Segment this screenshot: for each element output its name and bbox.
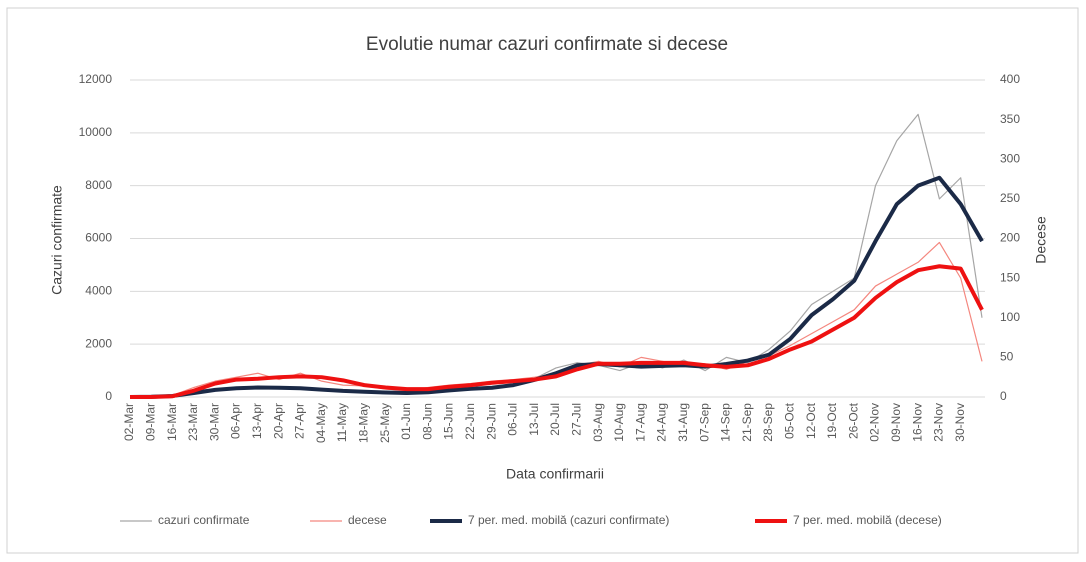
chart-title: Evolutie numar cazuri confirmate si dece… [366, 34, 728, 55]
x-tick-label: 06-Apr [229, 403, 243, 439]
x-tick-label: 09-Nov [889, 403, 903, 442]
x-tick-label: 01-Jun [399, 403, 413, 440]
x-tick-label: 02-Mar [122, 403, 136, 441]
y-tick-label: 10000 [79, 125, 113, 139]
y-axis-title: Cazuri confirmate [49, 185, 65, 295]
x-tick-label: 06-Jul [506, 403, 520, 436]
x-tick-label: 11-May [335, 403, 349, 442]
x-tick-label: 31-Aug [676, 403, 690, 442]
series-line [130, 264, 984, 399]
x-tick-label: 27-Apr [293, 403, 307, 439]
y-tick-label: 4000 [85, 284, 112, 298]
x-tick-label: 07-Sep [697, 403, 711, 442]
legend-label: 7 per. med. mobilă (decese) [793, 513, 942, 527]
y2-axis-title: Decese [1033, 216, 1049, 264]
x-tick-label: 20-Apr [271, 403, 285, 439]
legend-label: decese [348, 513, 387, 527]
x-tick-label: 13-Jul [527, 403, 541, 436]
y-tick-label: 0 [105, 389, 112, 403]
x-tick-label: 14-Sep [719, 403, 733, 442]
x-tick-label: 15-Jun [442, 403, 456, 440]
y2-tick-label: 200 [1000, 231, 1020, 245]
y2-tick-label: 50 [1000, 350, 1014, 364]
x-tick-label: 20-Jul [548, 403, 562, 436]
y2-tick-label: 350 [1000, 112, 1020, 126]
x-tick-label: 24-Aug [655, 403, 669, 442]
x-tick-label: 18-May [356, 403, 370, 443]
x-tick-label: 04-May [314, 403, 328, 443]
y2-tick-label: 0 [1000, 389, 1007, 403]
y-tick-label: 12000 [79, 72, 113, 86]
x-tick-label: 05-Oct [782, 402, 796, 439]
y-tick-label: 8000 [85, 178, 112, 192]
x-tick-label: 28-Sep [761, 403, 775, 442]
y2-tick-label: 300 [1000, 151, 1020, 165]
x-tick-label: 02-Nov [868, 403, 882, 442]
x-tick-label: 30-Nov [953, 403, 967, 442]
y2-tick-label: 250 [1000, 191, 1020, 205]
x-tick-label: 17-Aug [633, 403, 647, 442]
x-tick-label: 25-May [378, 403, 392, 443]
x-tick-label: 22-Jun [463, 403, 477, 440]
x-tick-label: 08-Jun [420, 403, 434, 440]
x-tick-label: 12-Oct [804, 402, 818, 439]
y-tick-label: 6000 [85, 231, 112, 245]
x-tick-label: 13-Apr [250, 403, 264, 439]
x-tick-label: 29-Jun [484, 403, 498, 440]
x-tick-label: 10-Aug [612, 403, 626, 442]
legend-label: cazuri confirmate [158, 513, 250, 527]
x-tick-label: 16-Mar [165, 403, 179, 441]
legend-label: 7 per. med. mobilă (cazuri confirmate) [468, 513, 669, 527]
x-tick-label: 21-Sep [740, 403, 754, 442]
x-tick-label: 23-Nov [932, 403, 946, 442]
y2-tick-label: 150 [1000, 270, 1020, 284]
x-tick-label: 03-Aug [591, 403, 605, 442]
x-tick-label: 23-Mar [186, 403, 200, 441]
x-tick-label: 19-Oct [825, 402, 839, 439]
y2-tick-label: 400 [1000, 72, 1020, 86]
series-line [129, 175, 984, 399]
x-tick-label: 30-Mar [207, 403, 221, 441]
x-tick-label: 27-Jul [569, 403, 583, 436]
y2-tick-label: 100 [1000, 310, 1020, 324]
x-tick-label: 26-Oct [846, 402, 860, 439]
x-tick-label: 09-Mar [143, 403, 157, 441]
y-tick-label: 2000 [85, 336, 112, 350]
x-tick-label: 16-Nov [910, 403, 924, 442]
x-axis-title: Data confirmarii [506, 466, 604, 482]
